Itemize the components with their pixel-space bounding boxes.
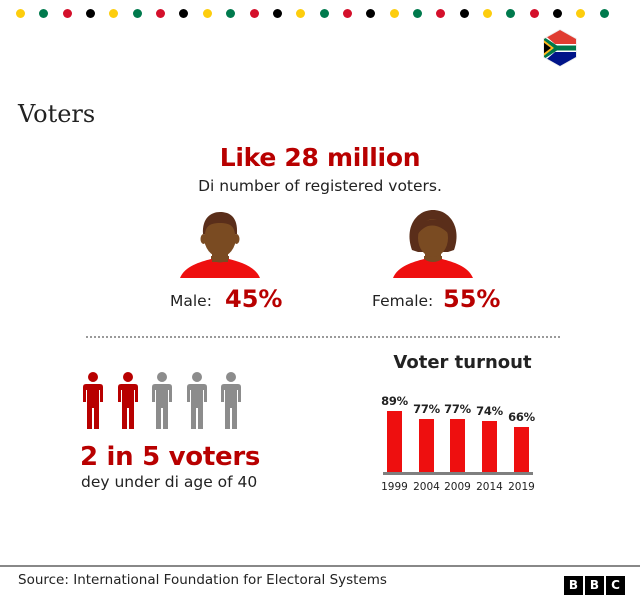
source-note: Source: International Foundation for Ele… [18, 572, 387, 588]
decorative-dot [202, 9, 212, 18]
x-tick-label: 2004 [413, 481, 440, 493]
voter-turnout-chart: 89% 1999 77% 2004 77% 2009 74% 2014 66% 2019 [380, 380, 540, 500]
female-person-icon [393, 210, 473, 278]
bar-2004 [419, 419, 434, 472]
bbc-logo-block: B [564, 576, 583, 595]
bar-value-label: 74% [476, 404, 503, 419]
decorative-dot [296, 9, 306, 18]
decorative-dot [366, 9, 376, 18]
decorative-dot [576, 9, 586, 18]
person-icon [152, 372, 172, 429]
registered-voters-headline: Like 28 million [219, 143, 421, 172]
person-icon [221, 372, 241, 429]
decorative-dot [342, 9, 352, 18]
decorative-dot [412, 9, 422, 18]
male-percentage: 45% [225, 285, 283, 313]
decorative-dot [389, 9, 399, 18]
person-icon-under-40 [117, 372, 138, 429]
decorative-dot [506, 9, 516, 18]
x-tick-label: 2014 [476, 481, 503, 493]
chart-title: Voter turnout [393, 352, 532, 373]
footer-divider [0, 565, 640, 567]
south-africa-flag-icon [543, 29, 577, 67]
x-tick-label: 2019 [508, 481, 535, 493]
decorative-dot [62, 9, 72, 18]
bbc-logo-block: B [585, 576, 604, 595]
decorative-dot [156, 9, 166, 18]
bar-2009 [450, 419, 465, 472]
decorative-dot [226, 9, 236, 18]
decorative-dot [319, 9, 329, 18]
bbc-logo-block: C [606, 576, 625, 595]
decorative-dot [249, 9, 259, 18]
decorative-dot [553, 9, 563, 18]
decorative-dot [459, 9, 469, 18]
decorative-dot [16, 9, 25, 18]
person-icon [186, 372, 207, 429]
bar-1999 [387, 411, 402, 472]
decorative-dot [179, 9, 189, 18]
decorative-dot [483, 9, 492, 18]
x-tick-label: 1999 [381, 481, 408, 493]
decorative-dot [436, 9, 446, 18]
x-tick-label: 2009 [444, 481, 471, 493]
bar-2019 [514, 426, 529, 472]
decorative-dot [529, 9, 539, 18]
bar-value-label: 66% [508, 409, 535, 424]
male-label: Male: [170, 292, 212, 310]
age-caption: dey under di age of 40 [81, 473, 258, 491]
decorative-dot [599, 9, 609, 18]
age-headline: 2 in 5 voters [80, 442, 261, 472]
section-divider [86, 336, 560, 338]
decorative-dot [109, 9, 119, 18]
male-person-icon [180, 212, 260, 278]
bar-value-label: 77% [413, 402, 440, 417]
bar-value-label: 77% [444, 402, 471, 417]
registered-voters-caption: Di number of registered voters. [198, 177, 442, 195]
person-icon-under-40 [83, 372, 103, 429]
page-title: Voters [18, 100, 96, 128]
bar-2014 [482, 421, 497, 472]
female-percentage: 55% [443, 285, 501, 313]
decorative-dot [39, 9, 49, 18]
decorative-dot [272, 9, 282, 18]
female-label: Female: [372, 292, 434, 310]
bar-value-label: 89% [381, 394, 408, 408]
decorative-dot [132, 9, 142, 18]
x-axis [383, 472, 533, 475]
decorative-dot [86, 9, 96, 18]
decorative-dot-row [16, 9, 636, 18]
